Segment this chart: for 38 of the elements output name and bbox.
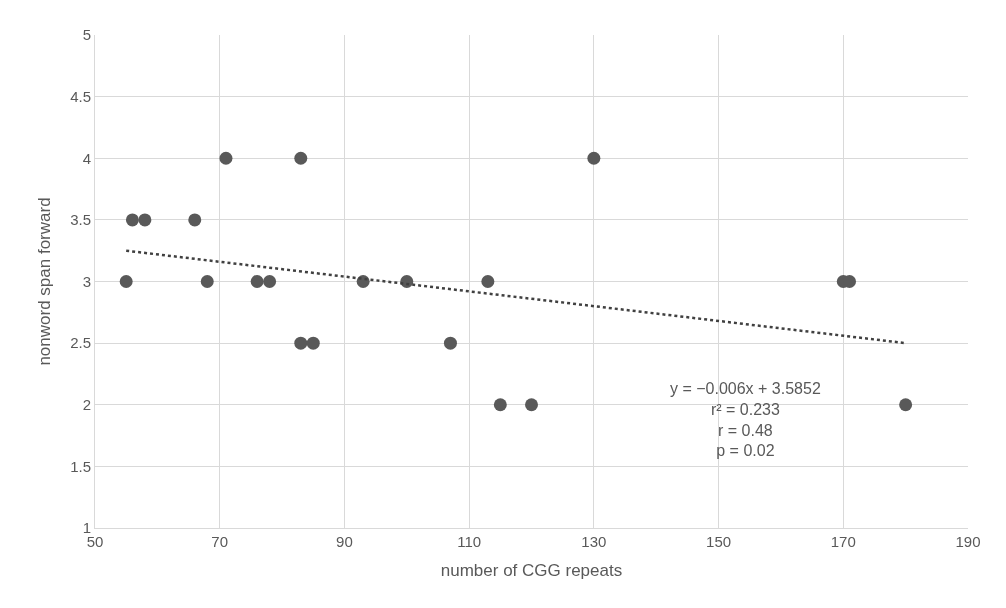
point [294,336,308,350]
y-tick-label: 4.5 [70,87,91,105]
point [200,275,214,288]
point [525,398,538,412]
x-tick-label: 190 [955,533,981,550]
point [306,336,320,350]
x-tick-label: 110 [457,533,482,550]
y-tick-label: 3.5 [70,211,91,229]
x-tick-label: 170 [830,533,856,550]
point [188,213,202,227]
point [587,151,601,165]
point [443,336,457,350]
point [481,275,495,288]
point [125,213,139,227]
y-tick-label: 4 [82,149,91,167]
annotation: y = −0.006x + 3.5852 [670,380,821,397]
point [899,398,913,412]
y-tick-label: 1.5 [70,457,91,475]
x-tick-label: 150 [706,533,732,550]
x-axis-title: number of CGG repeats [440,561,623,581]
x-tick-label: 130 [581,533,607,550]
annotation: p = 0.02 [716,442,775,460]
annotation: r² = 0.233 [710,400,780,418]
point [294,151,308,165]
y-tick-label: 2.5 [70,334,91,352]
annotation: r = 0.48 [718,421,773,439]
point [263,275,277,288]
x-tick-label: 90 [336,533,353,550]
point [138,213,152,227]
x-tick-label: 70 [211,533,229,550]
y-tick-label: 3 [82,272,91,290]
y-tick-label: 2 [82,396,91,413]
y-axis-title: nonword span forward [34,197,54,366]
point [493,398,507,412]
point [250,275,264,288]
point [219,151,233,165]
point [119,275,133,288]
y-tick-label: 5 [82,26,91,44]
